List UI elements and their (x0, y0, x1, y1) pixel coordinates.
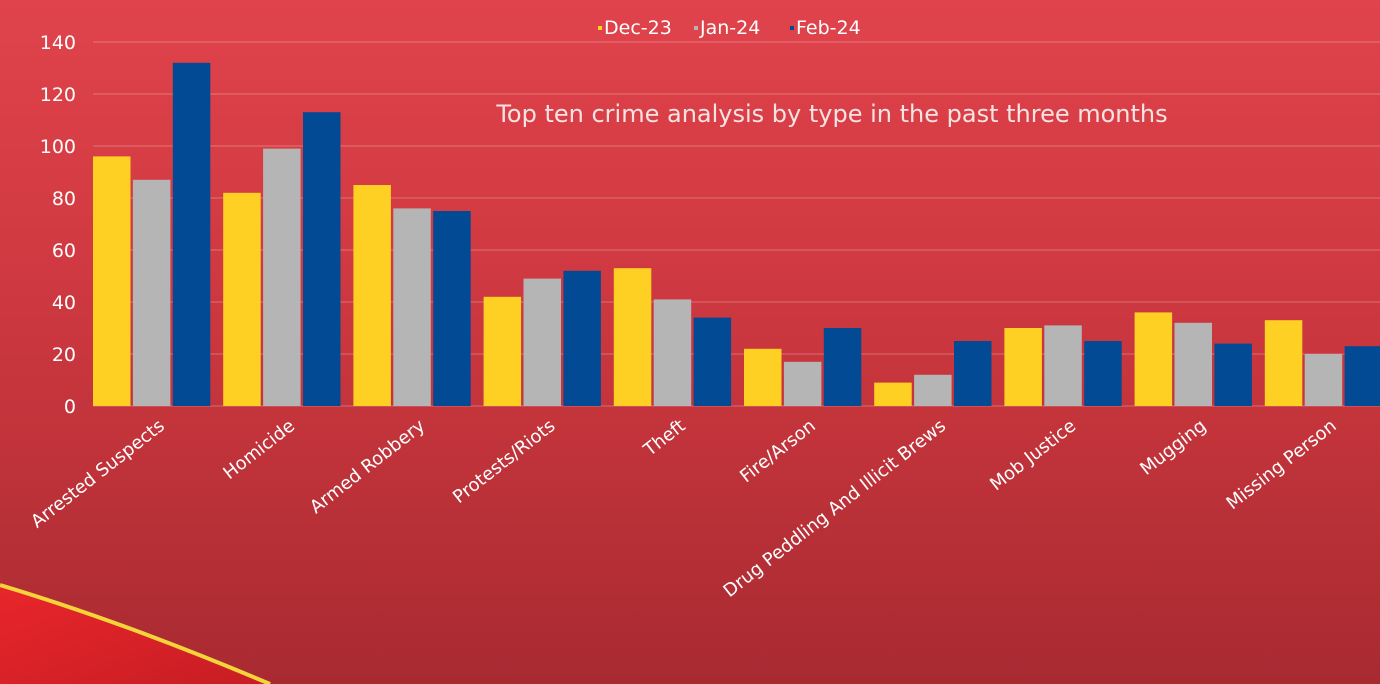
x-category-label: Armed Robbery (306, 415, 429, 518)
bar (1044, 325, 1082, 406)
y-tick-label: 60 (52, 240, 76, 262)
bar (483, 296, 522, 406)
corner-swoosh-decoration (0, 583, 271, 684)
legend-label: Feb-24 (796, 17, 861, 39)
y-tick-label: 140 (40, 32, 76, 54)
bar (1004, 328, 1042, 406)
legend: Dec-23 Jan-24 Feb-24 (598, 17, 861, 39)
legend-swatch (694, 26, 698, 30)
y-tick-label: 0 (64, 396, 76, 418)
bar (1174, 322, 1212, 406)
bar (1344, 346, 1380, 406)
bar (393, 208, 431, 406)
bar (613, 268, 652, 406)
bar (783, 361, 822, 406)
bar (1134, 312, 1173, 406)
bar (353, 185, 391, 406)
chart-title: Top ten crime analysis by type in the pa… (495, 100, 1167, 128)
y-tick-label: 120 (40, 84, 76, 106)
x-category-label: Mugging (1136, 415, 1210, 479)
y-tick-label: 20 (52, 344, 76, 366)
bar (433, 211, 471, 406)
bar (132, 179, 171, 406)
bar (693, 317, 732, 406)
x-category-label: Protests/Riots (449, 415, 559, 508)
legend-label: Dec-23 (604, 17, 672, 39)
bar (1264, 320, 1303, 406)
bar (1214, 343, 1252, 406)
legend-swatch (598, 26, 602, 30)
bar (914, 374, 952, 406)
bar (744, 348, 782, 406)
bar (172, 62, 211, 407)
bar (1304, 354, 1343, 406)
y-tick-label: 40 (52, 292, 76, 314)
x-category-label: Theft (639, 415, 689, 461)
y-tick-label: 80 (52, 188, 76, 210)
bar (523, 278, 561, 406)
x-category-label: Fire/Arson (736, 415, 820, 487)
bar (303, 112, 341, 406)
bar (223, 192, 261, 406)
x-category-label: Mob Justice (986, 415, 1080, 495)
bars (93, 62, 1380, 407)
legend-label: Jan-24 (699, 17, 760, 39)
bar (874, 382, 912, 406)
legend-swatch (790, 26, 794, 30)
x-category-label: Missing Person (1223, 415, 1341, 514)
bar (823, 328, 862, 406)
bar (1084, 341, 1122, 406)
bar (653, 299, 692, 406)
y-axis: 0 20 40 60 80 100 120 140 (40, 32, 76, 418)
bar (954, 341, 992, 406)
x-axis: Arrested Suspects Homicide Armed Robbery Pr… (27, 415, 1340, 602)
x-category-label: Drug Peddling And Illicit Brews (720, 415, 950, 601)
bar (263, 148, 301, 406)
x-category-label: Homicide (219, 415, 299, 484)
bar (563, 270, 601, 406)
y-tick-label: 100 (40, 136, 76, 158)
bar (93, 156, 131, 406)
x-category-label: Arrested Suspects (27, 415, 169, 532)
